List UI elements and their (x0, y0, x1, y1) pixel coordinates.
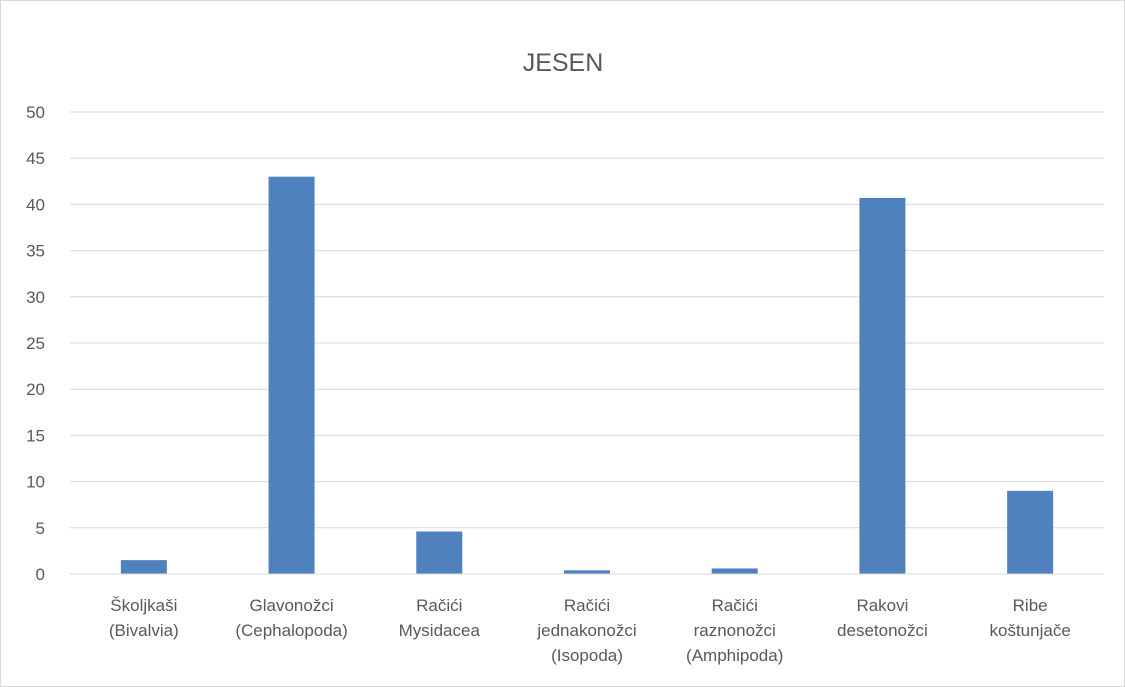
bar (416, 531, 463, 574)
y-tick-label: 20 (26, 380, 45, 399)
bar (268, 176, 315, 574)
x-category-label-line: jednakonožci (536, 621, 636, 640)
x-category-label-line: Školjkaši (110, 596, 177, 615)
x-category-label-line: Mysidacea (399, 621, 481, 640)
x-category-label-line: Račići (416, 596, 462, 615)
y-tick-label: 45 (26, 149, 45, 168)
bar (1007, 490, 1054, 574)
x-category-label: Račići raznonožci (Amphipoda) (686, 596, 783, 665)
x-category-label-line: (Isopoda) (551, 646, 623, 665)
y-tick-label: 5 (36, 519, 45, 538)
bars (120, 176, 1054, 574)
y-tick-label: 15 (26, 426, 45, 445)
x-category-label: Školjkaši (Bivalvia) (109, 596, 179, 640)
y-tick-label: 10 (26, 473, 45, 492)
bar (120, 560, 167, 574)
x-category-label: Rakovi desetonožci (837, 596, 928, 640)
x-category-label-line: (Cephalopoda) (235, 621, 347, 640)
x-category-label: Račići jednakonožci (Isopoda) (536, 596, 636, 665)
x-category-label-line: (Amphipoda) (686, 646, 783, 665)
x-category-label-line: Rakovi (856, 596, 908, 615)
x-category-label-line: koštunjače (990, 621, 1071, 640)
y-tick-label: 35 (26, 242, 45, 261)
gridlines (70, 111, 1104, 529)
y-tick-label: 50 (26, 103, 45, 122)
x-category-label: Račići Mysidacea (399, 596, 481, 640)
y-tick-label: 40 (26, 195, 45, 214)
x-category-label-line: Račići (564, 596, 610, 615)
bar (711, 568, 758, 574)
y-tick-label: 0 (36, 565, 45, 584)
x-category-label: Ribe koštunjače (990, 596, 1071, 640)
bar (859, 197, 906, 574)
x-category-label-line: Glavonožci (250, 596, 334, 615)
bar (564, 570, 610, 574)
x-axis-category-labels: Školjkaši (Bivalvia) Glavonožci (Cephalopod… (109, 596, 1071, 665)
x-category-label-line: (Bivalvia) (109, 621, 179, 640)
x-category-label-line: Ribe (1013, 596, 1048, 615)
x-category-label-line: desetonožci (837, 621, 928, 640)
chart-title: JESEN (523, 49, 604, 77)
y-tick-label: 25 (26, 334, 45, 353)
x-category-label-line: Račići (712, 596, 758, 615)
y-tick-label: 30 (26, 288, 45, 307)
y-axis-tick-labels: 0 5 10 15 20 25 30 35 40 45 50 (26, 103, 45, 584)
x-category-label: Glavonožci (Cephalopoda) (235, 596, 347, 640)
x-category-label-line: raznonožci (694, 621, 776, 640)
